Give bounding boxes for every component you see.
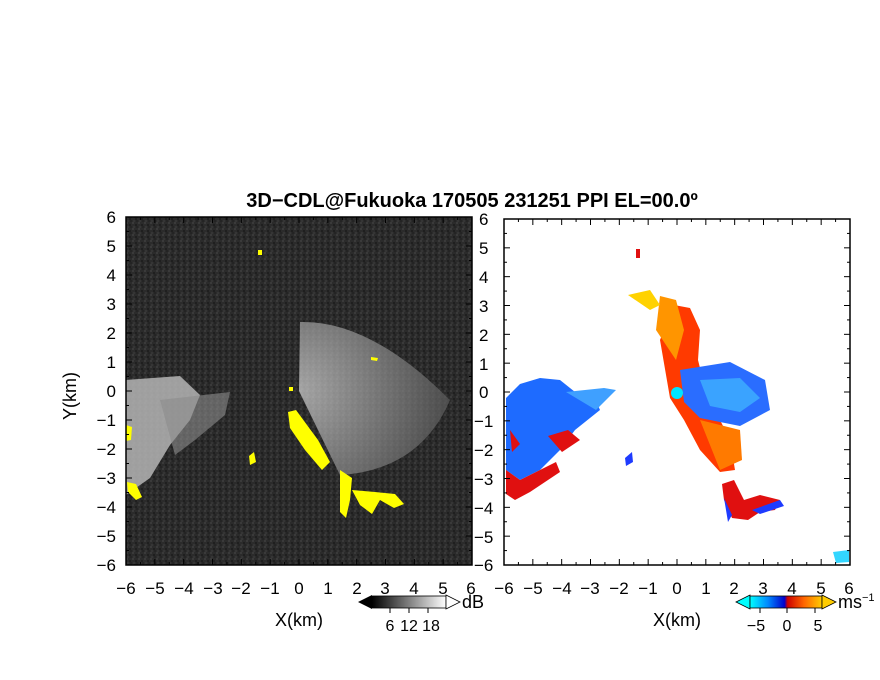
y-tick-label: −4 <box>97 498 116 517</box>
y-tick-label: −5 <box>474 528 493 547</box>
velocity-echo-west-red <box>506 462 560 500</box>
x-tick-label: 2 <box>729 579 738 598</box>
x-tick-label: −1 <box>638 579 657 598</box>
y-tick-label: −3 <box>474 470 493 489</box>
x-tick-label: 3 <box>758 579 767 598</box>
colorbar-unit: ms−1 <box>838 592 875 612</box>
colorbar-tick-label: 12 <box>400 618 418 635</box>
y-tick-label: 1 <box>107 353 116 372</box>
x-tick-label: 0 <box>672 579 681 598</box>
y-tick-label: 3 <box>107 295 116 314</box>
reflectivity-colorbar: 6 12 18 dB <box>358 592 484 635</box>
y-tick-label: 3 <box>479 297 488 316</box>
y-tick-label: 2 <box>479 326 488 345</box>
y-tick-label: 2 <box>107 324 116 343</box>
x-tick-label: 4 <box>787 579 796 598</box>
y-tick-label: 5 <box>107 237 116 256</box>
y-tick-label: −4 <box>474 499 493 518</box>
y-tick-label: −5 <box>97 527 116 546</box>
y-tick-label: 4 <box>479 268 488 287</box>
x-axis-label: X(km) <box>275 610 323 630</box>
x-tick-label: 5 <box>438 579 447 598</box>
x-tick-label: −4 <box>552 579 571 598</box>
x-tick-label: −6 <box>494 579 513 598</box>
velocity-panel <box>503 218 851 566</box>
reflectivity-clutter-fan <box>299 321 450 475</box>
x-tick-label: 1 <box>323 579 332 598</box>
x-axis-label: X(km) <box>653 610 701 630</box>
y-tick-label: 1 <box>479 355 488 374</box>
radar-site-marker <box>671 387 683 399</box>
colorbar-unit: dB <box>462 592 484 612</box>
y-tick-label: 0 <box>479 383 488 402</box>
y-tick-label: 5 <box>479 239 488 258</box>
y-tick-label: −2 <box>97 440 116 459</box>
x-tick-label: 0 <box>294 579 303 598</box>
colorbar-tick-label: 6 <box>386 618 395 635</box>
y-axis-label: Y(km) <box>60 372 80 420</box>
x-tick-label: −3 <box>580 579 599 598</box>
velocity-axis-ticks <box>503 218 851 566</box>
colorbar-tick-label: −5 <box>747 618 765 635</box>
x-tick-label: −2 <box>609 579 628 598</box>
velocity-y-tick-labels: 6 5 4 3 2 1 0 −1 −2 −3 −4 −5 −6 <box>474 210 493 575</box>
colorbar-tick-label: 18 <box>422 618 440 635</box>
chart-title: 3D−CDL@Fukuoka 170505 231251 PPI EL=00.0… <box>246 190 698 212</box>
velocity-colorbar: −5 0 5 ms−1 <box>735 592 875 635</box>
reflectivity-echo-west-inner <box>160 392 230 455</box>
x-tick-label: −2 <box>231 579 250 598</box>
colorbar-unit-superscript: −1 <box>862 592 875 604</box>
x-tick-label: 2 <box>352 579 361 598</box>
y-tick-label: −1 <box>97 411 116 430</box>
velocity-echo-west-blue <box>506 378 600 480</box>
x-tick-label: −5 <box>145 579 164 598</box>
x-tick-label: −4 <box>174 579 193 598</box>
x-tick-label: −3 <box>203 579 222 598</box>
y-tick-label: 0 <box>107 382 116 401</box>
reflectivity-overlay <box>126 250 404 518</box>
x-tick-label: 6 <box>844 579 853 598</box>
x-tick-label: −5 <box>523 579 542 598</box>
x-tick-label: −6 <box>116 579 135 598</box>
x-tick-label: −1 <box>260 579 279 598</box>
y-tick-label: 6 <box>107 208 116 227</box>
reflectivity-x-tick-labels: −6 −5 −4 −3 −2 −1 0 1 2 3 4 5 6 <box>116 579 475 598</box>
y-tick-label: −6 <box>97 556 116 575</box>
colorbar-tick-label: 5 <box>814 618 823 635</box>
reflectivity-y-tick-labels: 6 5 4 3 2 1 0 −1 −2 −3 −4 −5 −6 <box>97 208 116 575</box>
velocity-x-tick-labels: −6 −5 −4 −3 −2 −1 0 1 2 3 4 5 6 <box>494 579 853 598</box>
y-tick-label: 6 <box>479 210 488 229</box>
x-tick-label: 5 <box>816 579 825 598</box>
y-tick-label: 4 <box>107 266 116 285</box>
x-tick-label: 3 <box>380 579 389 598</box>
x-tick-label: 4 <box>409 579 418 598</box>
y-tick-label: −6 <box>474 556 493 575</box>
x-tick-label: 1 <box>701 579 710 598</box>
y-tick-label: −1 <box>474 412 493 431</box>
colorbar-tick-label: 0 <box>783 618 792 635</box>
y-tick-label: −3 <box>97 469 116 488</box>
x-tick-label: 6 <box>466 579 475 598</box>
reflectivity-axis-ticks <box>125 216 473 566</box>
reflectivity-panel <box>125 216 473 566</box>
y-tick-label: −2 <box>474 441 493 460</box>
